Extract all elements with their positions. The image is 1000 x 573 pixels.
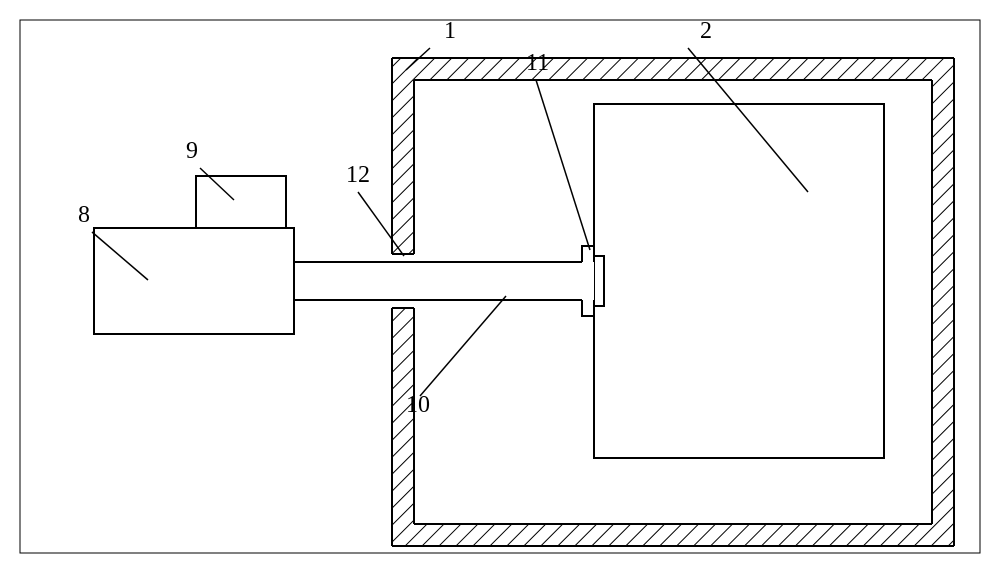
svg-text:2: 2 [700, 18, 712, 44]
svg-text:11: 11 [526, 50, 549, 76]
svg-text:10: 10 [406, 392, 430, 418]
svg-text:1: 1 [444, 18, 456, 44]
svg-text:9: 9 [186, 138, 198, 164]
svg-text:12: 12 [346, 162, 370, 188]
svg-text:8: 8 [78, 202, 90, 228]
